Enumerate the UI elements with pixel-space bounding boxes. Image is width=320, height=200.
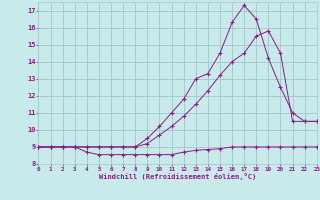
X-axis label: Windchill (Refroidissement éolien,°C): Windchill (Refroidissement éolien,°C) [99,173,256,180]
